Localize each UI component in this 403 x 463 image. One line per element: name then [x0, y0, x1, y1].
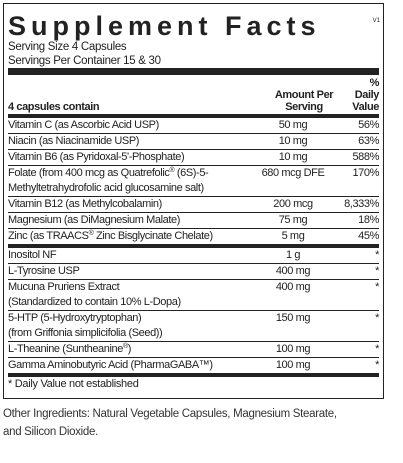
- ingredient-name: L-Tyrosine USP: [8, 265, 80, 277]
- ingredient-name: 5-HTP (5-Hydroxytryptophan) (from Griffon…: [8, 311, 246, 341]
- ingredient-name: Inositol NF: [8, 249, 57, 261]
- ingredient-row: Mucuna Pruriens Extract (Standardized to …: [8, 279, 379, 310]
- amount: 100 mg: [275, 359, 311, 371]
- ingredient-name: Vitamin C (as Ascorbic Acid USP): [8, 119, 159, 131]
- daily-value: 170%: [352, 167, 379, 179]
- ingredient-name-line: Folate (from 400 mcg as Quatrefolic® (6S…: [8, 167, 209, 179]
- ingredient-row: Gamma Aminobutyric Acid (PharmaGABA™) 100…: [8, 357, 379, 373]
- ingredient-row: L-Theanine (Suntheanine®) 100 mg *: [8, 341, 379, 357]
- ingredient-name: Magnesium (as DiMagnesium Malate): [8, 214, 181, 226]
- daily-value: 8,333%: [344, 198, 379, 210]
- daily-value: *: [375, 312, 379, 324]
- amount: 10 mg: [278, 151, 308, 163]
- other-ingredients: Other Ingredients: Natural Vegetable Cap…: [3, 405, 337, 441]
- ingredient-name-line: 5-HTP (5-Hydroxytryptophan): [8, 312, 142, 324]
- amount: 400 mg: [275, 281, 311, 293]
- daily-value: *: [375, 249, 379, 261]
- amount: 200 mcg: [273, 198, 313, 210]
- amount: 5 mg: [281, 230, 305, 242]
- column-header: Amount Per Serving: [274, 89, 334, 113]
- ingredient-name: Vitamin B6 (as Pyridoxal-5'-Phosphate): [8, 151, 185, 163]
- ingredient-row: Zinc (as TRAACS® Zinc Bisglycinate Chela…: [8, 228, 379, 244]
- amount: 100 mg: [275, 343, 311, 355]
- ingredient-name-line: (from Griffonia simplicifolia (Seed)): [8, 327, 163, 339]
- amount: 400 mg: [275, 265, 311, 277]
- ingredient-row: Vitamin B6 (as Pyridoxal-5'-Phosphate) 10…: [8, 149, 379, 165]
- ingredient-row: Inositol NF 1 g *: [8, 244, 379, 263]
- servings-per-container: Servings Per Container 15 & 30: [8, 55, 161, 67]
- facts-table: 4 capsules contain Amount Per Serving % Da…: [8, 68, 379, 373]
- ingredient-name: Vitamin B12 (as Methylcobalamin): [8, 198, 162, 210]
- ingredient-row: 5-HTP (5-Hydroxytryptophan) (from Griffon…: [8, 310, 379, 341]
- ingredient-row: Magnesium (as DiMagnesium Malate) 75 mg 18…: [8, 212, 379, 228]
- ingredient-row: Vitamin C (as Ascorbic Acid USP) 50 mg 56%: [8, 114, 379, 133]
- daily-value: *: [375, 343, 379, 355]
- ingredient-row: Niacin (as Niacinamide USP) 10 mg 63%: [8, 133, 379, 149]
- amount: 680 mcg DFE: [261, 167, 325, 179]
- ingredient-row: Folate (from 400 mcg as Quatrefolic® (6S…: [8, 165, 379, 196]
- other-ingredients-line: Other Ingredients: Natural Vegetable Cap…: [3, 408, 337, 420]
- amount: 10 mg: [278, 135, 308, 147]
- daily-value: *: [375, 281, 379, 293]
- ingredient-row: Vitamin B12 (as Methylcobalamin) 200 mcg 8…: [8, 196, 379, 212]
- daily-value: 63%: [358, 135, 379, 147]
- amount: 1 g: [285, 249, 301, 261]
- ingredient-name: Folate (from 400 mcg as Quatrefolic® (6S…: [8, 166, 246, 196]
- daily-value: *: [375, 265, 379, 277]
- ingredient-name: Zinc (as TRAACS® Zinc Bisglycinate Chela…: [8, 230, 213, 242]
- ingredient-name-line: Methyltetrahydrofolic acid glucosamine s…: [8, 182, 204, 194]
- ingredient-row: L-Tyrosine USP 400 mg *: [8, 263, 379, 279]
- serving-size: Serving Size 4 Capsules: [8, 41, 127, 53]
- ingredient-name: Niacin (as Niacinamide USP): [8, 135, 140, 147]
- ingredient-name-line: Mucuna Pruriens Extract: [8, 281, 120, 293]
- other-ingredients-line: and Silicon Dioxide.: [3, 426, 99, 438]
- version: V1: [372, 18, 380, 24]
- amount: 75 mg: [278, 214, 308, 226]
- ingredient-name: Gamma Aminobutyric Acid (PharmaGABA™): [8, 359, 213, 371]
- footnote: * Daily Value not established: [8, 373, 379, 391]
- title: Supplement Facts: [8, 11, 321, 41]
- daily-value: *: [375, 359, 379, 371]
- ingredient-name-line: (Standardized to contain 10% L-Dopa): [8, 296, 181, 308]
- supplement-facts-label: Supplement Facts V1 Serving Size 4 Capsu…: [3, 3, 384, 399]
- amount: 150 mg: [275, 312, 311, 324]
- daily-value: 18%: [358, 214, 379, 226]
- amount: 50 mg: [278, 119, 308, 131]
- daily-value: 588%: [352, 151, 379, 163]
- ingredient-name: Mucuna Pruriens Extract (Standardized to …: [8, 280, 246, 310]
- column-header: % Daily Value: [352, 77, 379, 113]
- ingredient-name: L-Theanine (Suntheanine®): [8, 343, 131, 355]
- daily-value: 56%: [358, 119, 379, 131]
- daily-value: 45%: [358, 230, 379, 242]
- column-header: 4 capsules contain: [8, 101, 100, 113]
- header-row: 4 capsules contain Amount Per Serving % Da…: [8, 68, 379, 114]
